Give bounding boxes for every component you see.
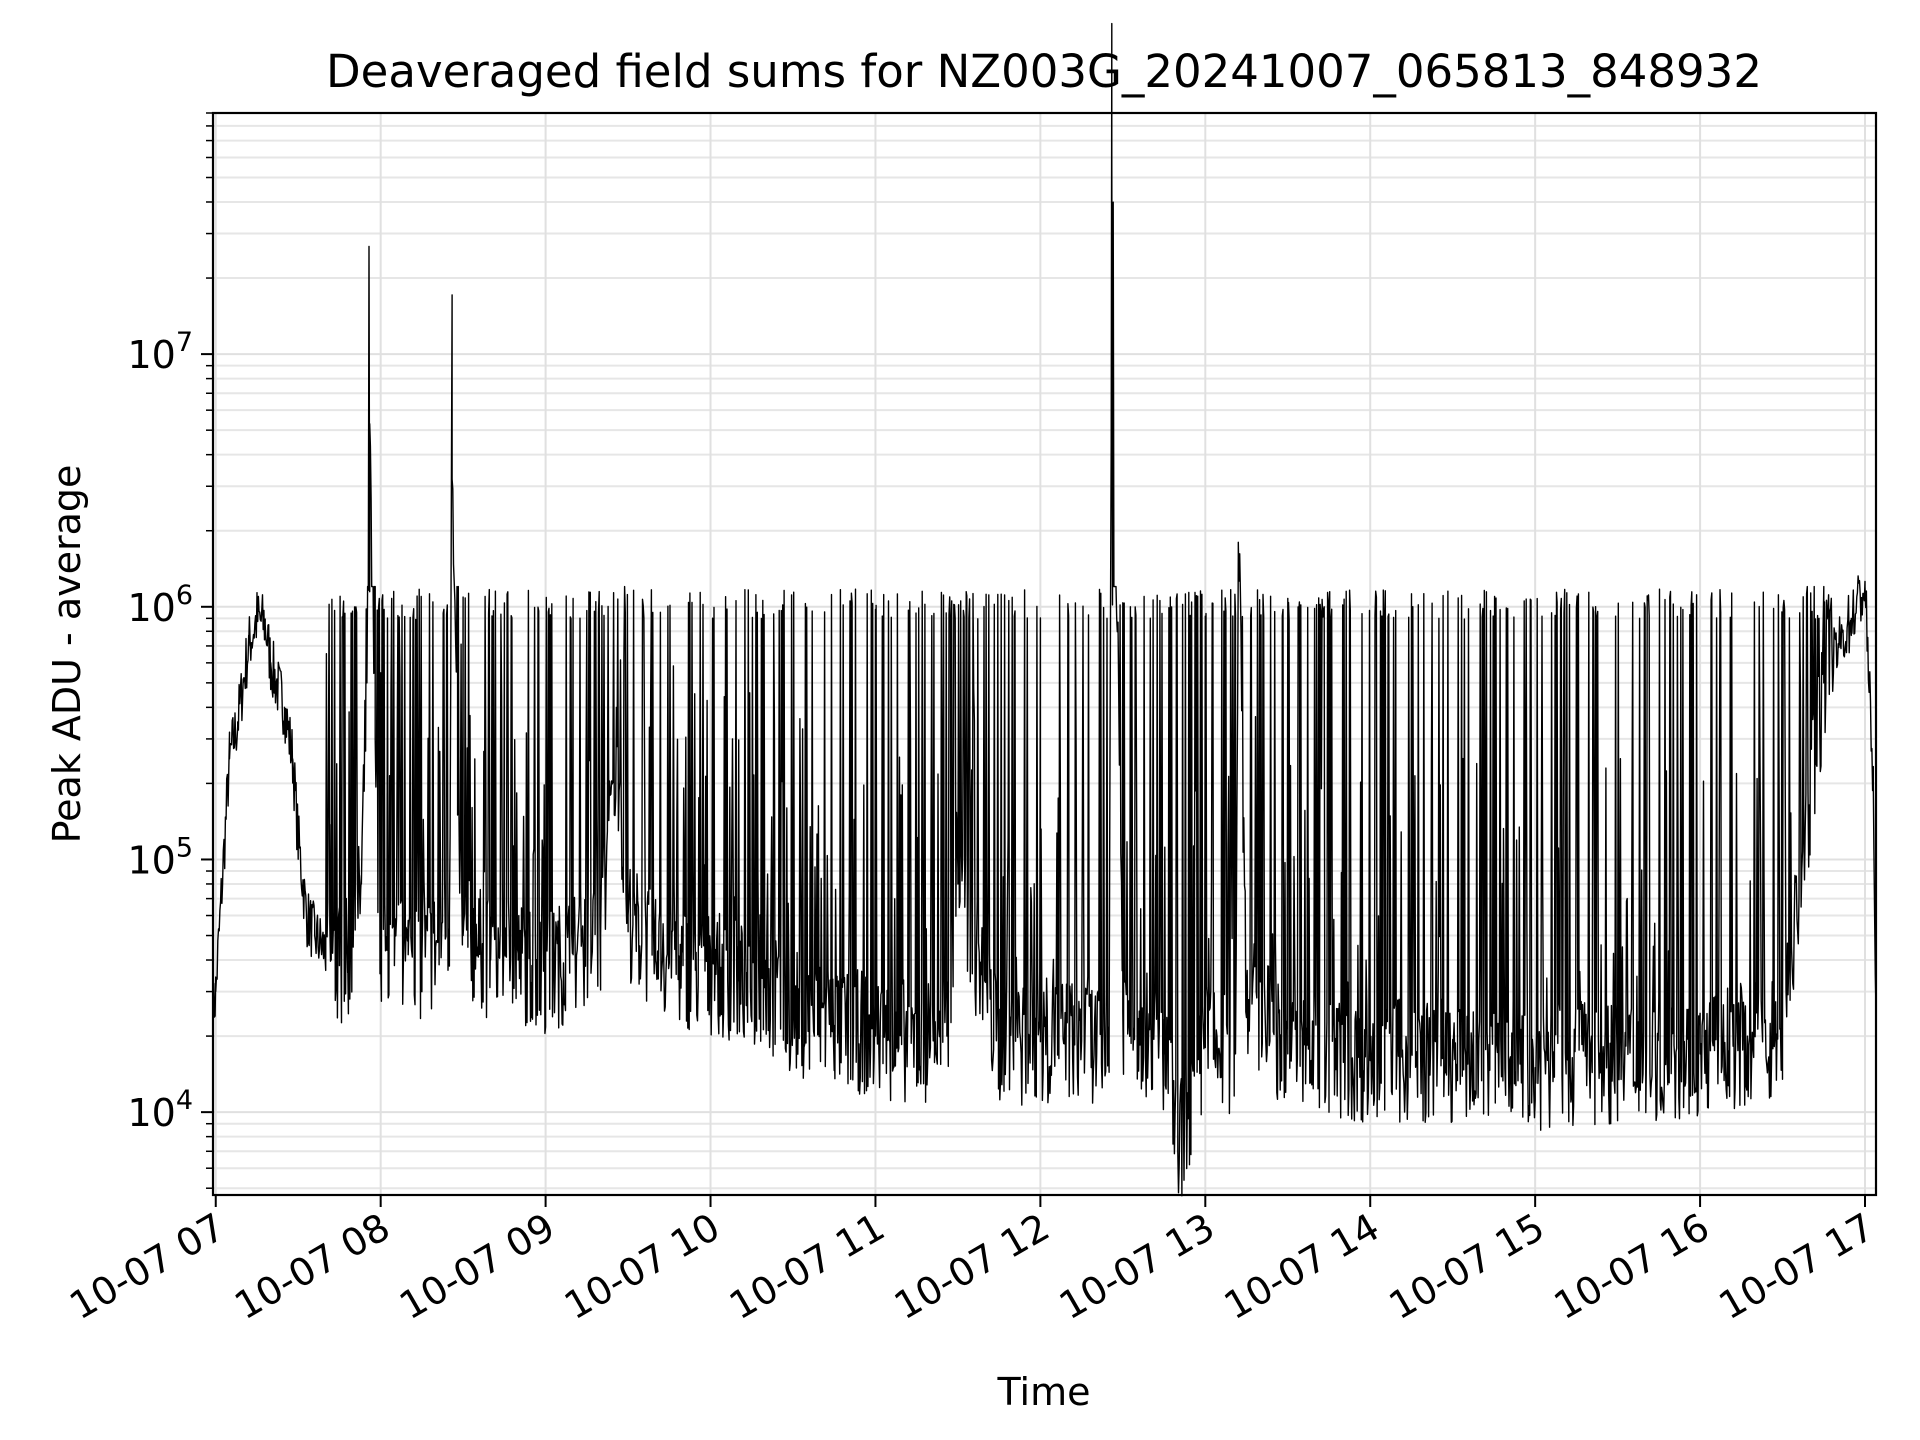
y-ticks: 104 105 106 107 (127, 112, 213, 1189)
series-layer (212, 22, 1877, 1197)
x-tick-label: 10-07 13 (1052, 1205, 1222, 1329)
chart-title: Deaveraged field sums for NZ003G_2024100… (326, 45, 1762, 98)
x-tick-label: 10-07 07 (62, 1205, 232, 1329)
y-axis-label: Peak ADU - average (45, 465, 89, 844)
y-tick-label: 104 (127, 1085, 193, 1135)
x-tick-label: 10-07 09 (392, 1205, 562, 1329)
y-tick-label: 107 (127, 327, 193, 377)
x-axis-label: Time (997, 1370, 1091, 1414)
x-tick-label: 10-07 16 (1547, 1205, 1717, 1329)
x-tick-label: 10-07 10 (557, 1205, 727, 1329)
x-tick-label: 10-07 15 (1382, 1205, 1552, 1329)
y-tick-label: 105 (127, 832, 193, 882)
x-tick-label: 10-07 12 (887, 1205, 1057, 1329)
series-line (212, 22, 1877, 1197)
y-tick-label: 106 (127, 580, 193, 630)
x-tick-label: 10-07 17 (1712, 1205, 1882, 1329)
x-tick-label: 10-07 11 (722, 1205, 892, 1329)
plot-frame (211, 111, 1878, 1197)
x-tick-label: 10-07 14 (1217, 1205, 1387, 1329)
x-tick-label: 10-07 08 (227, 1205, 397, 1329)
